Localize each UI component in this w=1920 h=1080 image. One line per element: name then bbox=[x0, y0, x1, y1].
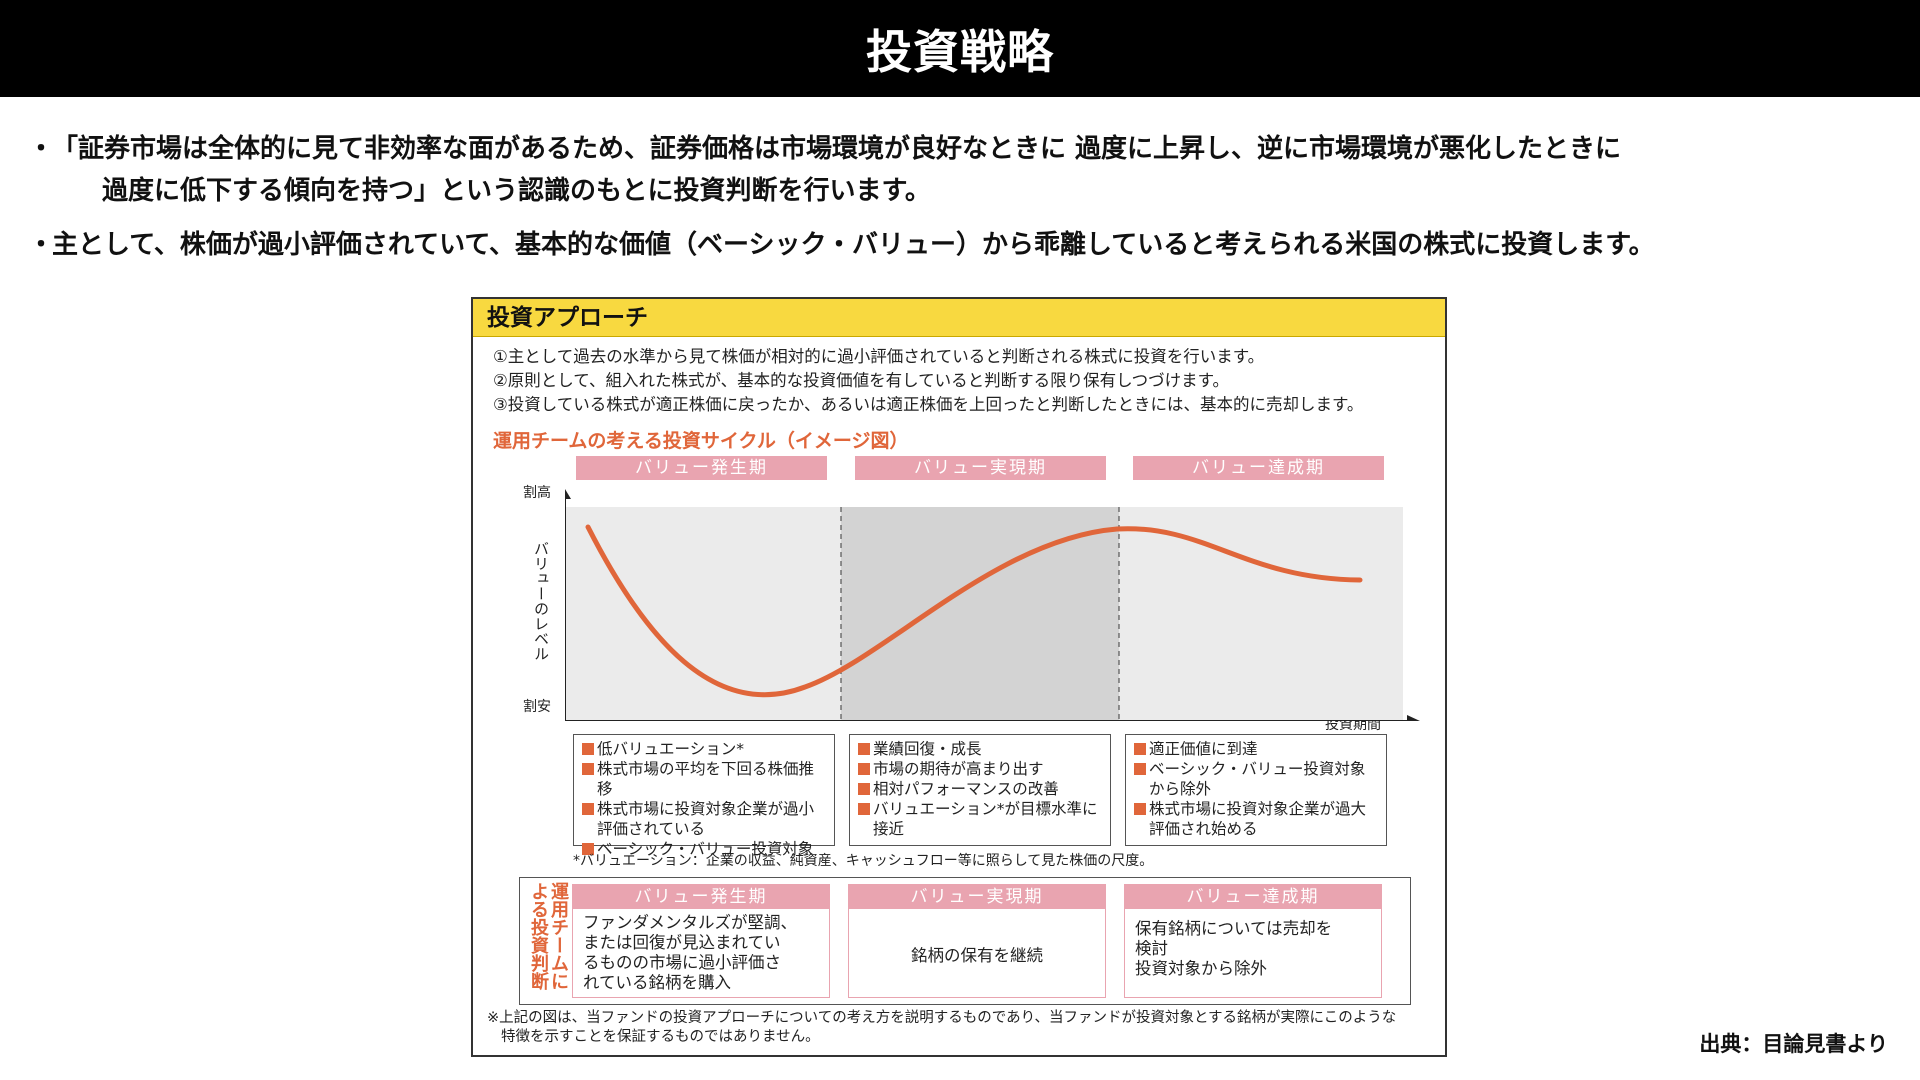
approach-notes: ①主として過去の水準から見て株価が相対的に過小評価されていると判断される株式に投… bbox=[493, 345, 1363, 417]
description-item: バリュエーション*が目標水準に 接近 bbox=[858, 799, 1104, 839]
bullet-square-icon bbox=[1134, 803, 1146, 815]
description-text: 株式市場に投資対象企業が過小 bbox=[597, 800, 815, 818]
decision-phase-header: バリュー発生期 bbox=[573, 885, 829, 909]
bullet-square-icon bbox=[858, 743, 870, 755]
decision-text: 銘柄の保有を継続 bbox=[911, 946, 1043, 965]
description-text: ベーシック・バリュー投資対象 bbox=[597, 840, 814, 858]
x-axis-arrow-icon bbox=[1407, 715, 1420, 721]
description-text: 適正価値に到達 bbox=[1149, 740, 1258, 758]
bullet-text: 主として、株価が過小評価されていて、基本的な価値（ベーシック・バリュー）から乖離… bbox=[52, 230, 1655, 260]
bullet-square-icon bbox=[582, 763, 594, 775]
disclaimer-line: 特徴を示すことを保証するものではありません。 bbox=[501, 1029, 820, 1045]
description-text: 低バリュエーション* bbox=[597, 740, 744, 758]
description-text: ベーシック・バリュー投資対象 bbox=[1149, 760, 1366, 778]
phase-description-realization: 業績回復・成長 市場の期待が高まり出す 相対パフォーマンスの改善 バリュエーショ… bbox=[849, 734, 1111, 846]
y-axis-title: バリューのレベル bbox=[532, 541, 550, 661]
page-title-bar: 投資戦略 bbox=[0, 0, 1920, 97]
description-text: バリュエーション*が目標水準に bbox=[873, 800, 1098, 818]
page-title: 投資戦略 bbox=[866, 24, 1054, 79]
phase-description-achievement: 適正価値に到達 ベーシック・バリュー投資対象 から除外 株式市場に投資対象企業が過… bbox=[1125, 734, 1387, 846]
bullet-text: 「証券市場は全体的に見て非効率な面があるため、証券価格は市場環境が良好なときに … bbox=[52, 128, 1908, 212]
description-item: ベーシック・バリュー投資対象 から除外 bbox=[1134, 759, 1380, 799]
bullet-marker: ・ bbox=[28, 230, 55, 260]
investment-approach-figure: 投資アプローチ ①主として過去の水準から見て株価が相対的に過小評価されていると判… bbox=[471, 297, 1447, 1057]
description-text: 株式市場の平均を下回る株価推移 bbox=[597, 760, 815, 798]
bullet-item: ・ 主として、株価が過小評価されていて、基本的な価値（ベーシック・バリュー）から… bbox=[28, 224, 1908, 266]
y-axis-arrow-icon bbox=[565, 489, 571, 499]
decision-text: れている銘柄を購入 bbox=[583, 973, 732, 992]
decision-column-realization: バリュー実現期 銘柄の保有を継続 bbox=[848, 884, 1106, 998]
y-axis-bottom-label: 割安 bbox=[523, 699, 551, 715]
decision-label: 運用チームによる投資判断 bbox=[528, 882, 569, 990]
description-text: 株式市場に投資対象企業が過大 bbox=[1149, 800, 1367, 818]
realization-band bbox=[841, 507, 1119, 721]
description-item: 低バリュエーション* bbox=[582, 739, 828, 759]
decision-text: 投資対象から除外 bbox=[1135, 959, 1267, 978]
decision-text: 保有銘柄については売却を bbox=[1135, 919, 1333, 938]
bullet-square-icon bbox=[1134, 743, 1146, 755]
description-item: 株式市場に投資対象企業が過小 評価されている bbox=[582, 799, 828, 839]
bullet-square-icon bbox=[582, 843, 594, 855]
cycle-title: 運用チームの考える投資サイクル（イメージ図） bbox=[493, 430, 909, 452]
valuation-footnote: *バリュエーション：企業の収益、純資産、キャッシュフロー等に照らして見た株価の尺… bbox=[573, 853, 1154, 869]
approach-note: ③投資している株式が適正株価に戻ったか、あるいは適正株価を上回ったと判断したとき… bbox=[493, 395, 1364, 414]
description-text: 評価され始める bbox=[1149, 820, 1258, 838]
phase-description-generation: 低バリュエーション* 株式市場の平均を下回る株価推移 株式市場に投資対象企業が過… bbox=[573, 734, 835, 858]
approach-note: ①主として過去の水準から見て株価が相対的に過小評価されていると判断される株式に投… bbox=[493, 347, 1265, 366]
phase-tab-achievement: バリュー達成期 bbox=[1133, 456, 1384, 480]
x-axis-label: 投資期間 bbox=[1325, 717, 1381, 733]
description-text: 接近 bbox=[873, 820, 905, 838]
figure-heading: 投資アプローチ bbox=[473, 299, 1445, 337]
phase-tab-realization: バリュー実現期 bbox=[855, 456, 1106, 480]
description-text: 市場の期待が高まり出す bbox=[873, 760, 1044, 778]
decision-column-generation: バリュー発生期 ファンダメンタルズが堅調、 または回復が見込まれてい るものの市… bbox=[572, 884, 830, 998]
decision-text: または回復が見込まれてい bbox=[583, 933, 781, 952]
description-text: から除外 bbox=[1149, 780, 1212, 798]
value-cycle-curve bbox=[585, 524, 1363, 698]
bullet-square-icon bbox=[1134, 763, 1146, 775]
description-text: 評価されている bbox=[597, 820, 706, 838]
decision-body: 銘柄の保有を継続 bbox=[849, 909, 1105, 1003]
bullet-line: 「証券市場は全体的に見て非効率な面があるため、証券価格は市場環境が良好なときに … bbox=[52, 134, 1622, 164]
bullet-list: ・ 「証券市場は全体的に見て非効率な面があるため、証券価格は市場環境が良好なとき… bbox=[28, 128, 1908, 278]
description-item: 市場の期待が高まり出す bbox=[858, 759, 1104, 779]
bullet-square-icon bbox=[582, 803, 594, 815]
bullet-square-icon bbox=[858, 803, 870, 815]
decision-column-achievement: バリュー達成期 保有銘柄については売却を 検討 投資対象から除外 bbox=[1124, 884, 1382, 998]
decision-body: 保有銘柄については売却を 検討 投資対象から除外 bbox=[1125, 909, 1381, 983]
description-item: 相対パフォーマンスの改善 bbox=[858, 779, 1104, 799]
figure-disclaimer: ※上記の図は、当ファンドの投資アプローチについての考え方を説明するものであり、当… bbox=[487, 1009, 1396, 1047]
decision-text: るものの市場に過小評価さ bbox=[583, 953, 781, 972]
bullet-square-icon bbox=[582, 743, 594, 755]
description-item: 株式市場に投資対象企業が過大 評価され始める bbox=[1134, 799, 1380, 839]
source-citation: 出典：目論見書より bbox=[1699, 1032, 1888, 1056]
description-item: 株式市場の平均を下回る株価推移 bbox=[582, 759, 828, 799]
decision-body: ファンダメンタルズが堅調、 または回復が見込まれてい るものの市場に過小評価さ … bbox=[573, 909, 829, 997]
disclaimer-line: ※上記の図は、当ファンドの投資アプローチについての考え方を説明するものであり、当… bbox=[487, 1010, 1397, 1026]
description-text: 業績回復・成長 bbox=[873, 740, 982, 758]
description-text: 相対パフォーマンスの改善 bbox=[873, 780, 1059, 798]
decision-text: 検討 bbox=[1135, 939, 1168, 958]
decision-text: ファンダメンタルズが堅調、 bbox=[583, 913, 798, 932]
description-item: 業績回復・成長 bbox=[858, 739, 1104, 759]
description-item: 適正価値に到達 bbox=[1134, 739, 1380, 759]
decision-phase-header: バリュー達成期 bbox=[1125, 885, 1381, 909]
description-item: ベーシック・バリュー投資対象 bbox=[582, 839, 828, 859]
bullet-marker: ・ bbox=[28, 134, 55, 164]
bullet-square-icon bbox=[858, 783, 870, 795]
bullet-item: ・ 「証券市場は全体的に見て非効率な面があるため、証券価格は市場環境が良好なとき… bbox=[28, 128, 1908, 212]
value-cycle-chart bbox=[565, 489, 1420, 721]
phase-tab-generation: バリュー発生期 bbox=[576, 456, 827, 480]
decision-phase-header: バリュー実現期 bbox=[849, 885, 1105, 909]
bullet-line: 過度に低下する傾向を持つ」という認識のもとに投資判断を行います。 bbox=[102, 176, 931, 206]
bullet-square-icon bbox=[858, 763, 870, 775]
y-axis-top-label: 割高 bbox=[523, 485, 551, 501]
approach-note: ②原則として、組入れた株式が、基本的な投資価値を有していると判断する限り保有しつ… bbox=[493, 371, 1230, 390]
team-decision-box: 運用チームによる投資判断 バリュー発生期 ファンダメンタルズが堅調、 または回復… bbox=[519, 877, 1411, 1005]
